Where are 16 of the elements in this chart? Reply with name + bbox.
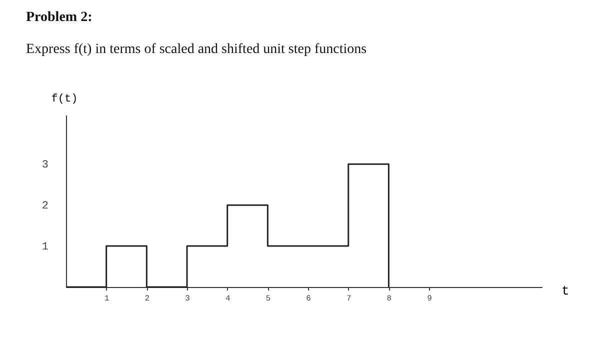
x-axis-title: t (562, 284, 570, 298)
y-axis-title: f(t) (51, 94, 78, 106)
y-tick-label: 1 (42, 242, 49, 254)
x-tick-label: 2 (144, 294, 150, 304)
y-tick-label: 2 (42, 200, 48, 213)
x-tick-label: 9 (427, 294, 432, 304)
chart-title: Problem 2: (26, 10, 92, 25)
x-tick-label: 4 (225, 294, 230, 304)
x-tick-label: 5 (266, 294, 271, 304)
x-tick-label: 6 (306, 294, 312, 304)
x-tick-label: 7 (346, 294, 352, 304)
x-tick-label: 3 (185, 294, 190, 304)
x-tick-label: 1 (104, 294, 110, 304)
x-tick-label: 8 (386, 294, 392, 304)
chart-subtitle: Express f(t) in terms of scaled and shifted unit step functions (26, 42, 367, 57)
y-tick-label: 3 (42, 160, 48, 172)
